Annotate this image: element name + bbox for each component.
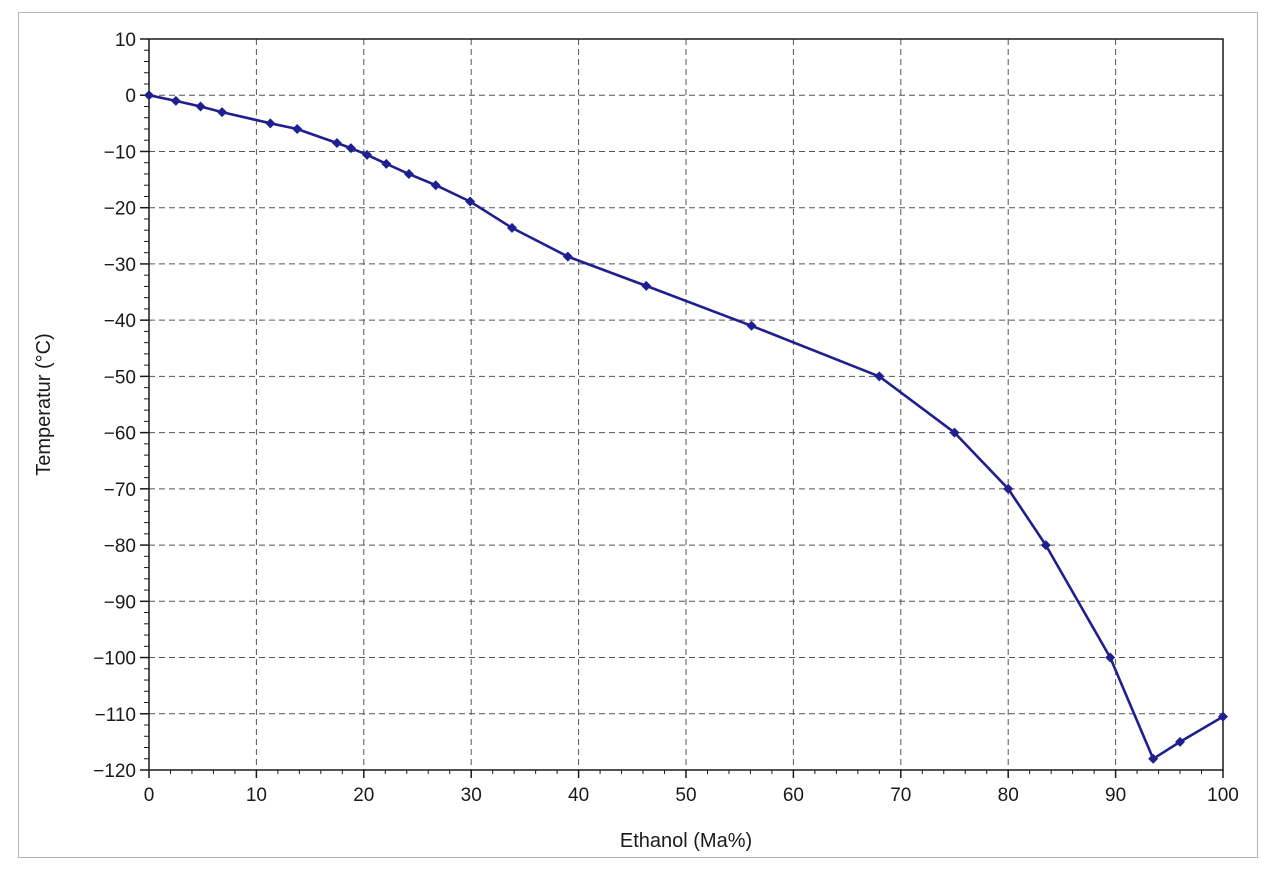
- data-point: [1105, 652, 1116, 663]
- data-point: [217, 107, 228, 118]
- x-tick-label: 80: [998, 785, 1019, 806]
- y-tick-label: −60: [104, 424, 136, 445]
- data-point: [430, 180, 441, 191]
- data-point: [949, 427, 960, 438]
- data-point: [1148, 753, 1159, 764]
- y-tick-label: −40: [104, 311, 136, 332]
- y-tick-label: −120: [93, 761, 136, 782]
- data-point: [345, 143, 356, 154]
- y-tick-label: −10: [104, 142, 136, 163]
- x-tick-label: 30: [461, 785, 482, 806]
- data-point: [562, 251, 573, 262]
- data-point: [874, 371, 885, 382]
- y-tick-label: −110: [95, 705, 136, 726]
- chart-frame: 0 10 20 30 40 50 60 70 80 90 100 10 0 −10 −20 −30 −40 −5…: [18, 12, 1258, 858]
- data-point: [641, 280, 652, 291]
- x-axis-ticks: 0 10 20 30 40 50 60 70 80 90 100: [144, 770, 1239, 806]
- x-tick-label: 20: [353, 785, 374, 806]
- series-group: [144, 90, 1228, 764]
- x-axis-label: Ethanol (Ma%): [620, 830, 752, 852]
- grid: [149, 39, 1223, 770]
- data-point: [403, 168, 414, 179]
- y-axis-ticks: 10 0 −10 −20 −30 −40 −50 −60 −70 −80 −90 −100 −110 −1…: [93, 30, 149, 782]
- data-point: [1218, 711, 1228, 722]
- y-axis-label: Temperatur (°C): [33, 333, 55, 475]
- data-point: [144, 90, 154, 101]
- data-point: [1003, 483, 1014, 494]
- data-point: [507, 222, 518, 233]
- x-tick-label: 90: [1105, 785, 1126, 806]
- y-tick-label: 10: [115, 30, 136, 51]
- data-point: [1040, 540, 1051, 551]
- y-tick-label: −50: [104, 367, 136, 388]
- y-tick-label: −30: [104, 255, 136, 276]
- x-tick-label: 70: [890, 785, 911, 806]
- x-tick-label: 10: [246, 785, 267, 806]
- y-tick-label: −100: [93, 649, 136, 670]
- data-point: [170, 95, 181, 106]
- y-tick-label: 0: [125, 86, 136, 107]
- x-tick-label: 0: [144, 785, 155, 806]
- data-point: [746, 320, 757, 331]
- data-point: [331, 138, 342, 149]
- y-tick-label: −90: [104, 592, 136, 613]
- y-tick-label: −20: [104, 199, 136, 220]
- x-tick-label: 60: [783, 785, 804, 806]
- minor-ticks: [144, 49, 1203, 774]
- data-point: [195, 101, 206, 112]
- y-tick-label: −70: [104, 480, 136, 501]
- data-point: [1175, 736, 1186, 747]
- x-tick-label: 40: [568, 785, 589, 806]
- x-tick-label: 50: [675, 785, 696, 806]
- data-point: [465, 196, 476, 207]
- x-tick-label: 100: [1207, 785, 1239, 806]
- data-point: [381, 158, 392, 169]
- freezing-point-chart: 0 10 20 30 40 50 60 70 80 90 100 100−10−20−30−40−5…: [33, 30, 1239, 852]
- data-point: [292, 123, 303, 134]
- data-point: [265, 118, 276, 129]
- data-point: [362, 149, 373, 160]
- y-tick-label: −80: [104, 536, 136, 557]
- plot-area-border: [148, 38, 1224, 771]
